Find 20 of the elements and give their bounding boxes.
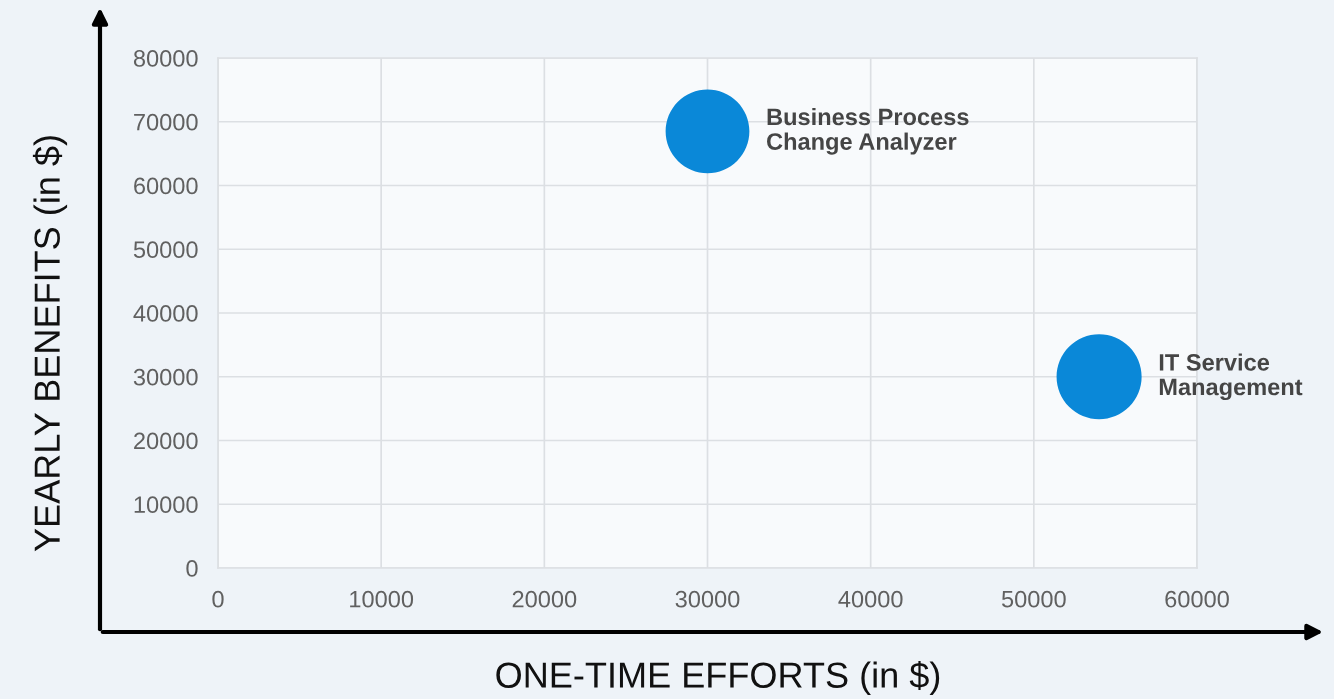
- x-tick-label: 30000: [675, 590, 740, 608]
- x-tick-label: 60000: [1165, 590, 1229, 608]
- y-tick-label: 40000: [133, 305, 198, 322]
- series-label: IT Service Management: [1159, 353, 1303, 401]
- y-tick-label: 50000: [133, 241, 198, 259]
- x-tick-label: 10000: [350, 590, 414, 608]
- y-axis-title: YEARLY BENEFITS (in $): [32, 136, 68, 552]
- y-tick-label: 0: [186, 560, 198, 577]
- y-tick-label: 30000: [133, 368, 198, 386]
- x-axis-title: ONE-TIME EFFORTS (in $): [496, 660, 940, 696]
- y-tick-label: 20000: [134, 432, 198, 450]
- series-label: Business Process Change Analyzer: [767, 107, 969, 155]
- x-tick-label: 50000: [1001, 590, 1066, 608]
- x-tick-label: 20000: [512, 590, 577, 608]
- y-tick-label: 80000: [133, 50, 198, 67]
- y-tick-label: 70000: [134, 113, 198, 131]
- x-tick-label: 0: [212, 590, 224, 608]
- x-tick-label: 40000: [838, 590, 903, 608]
- y-tick-label: 60000: [134, 177, 198, 195]
- y-tick-label: 10000: [134, 496, 198, 514]
